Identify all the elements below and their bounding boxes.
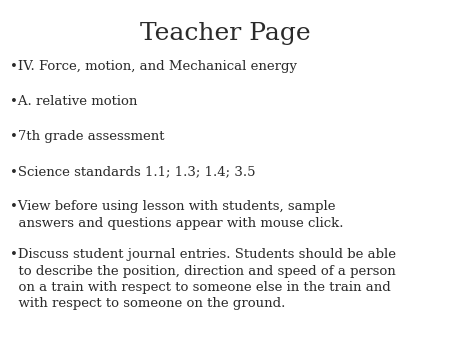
Text: •Discuss student journal entries. Students should be able
  to describe the posi: •Discuss student journal entries. Studen… xyxy=(10,248,396,311)
Text: •7th grade assessment: •7th grade assessment xyxy=(10,130,165,143)
Text: •A. relative motion: •A. relative motion xyxy=(10,95,137,108)
Text: •IV. Force, motion, and Mechanical energy: •IV. Force, motion, and Mechanical energ… xyxy=(10,60,297,73)
Text: •View before using lesson with students, sample
  answers and questions appear w: •View before using lesson with students,… xyxy=(10,200,343,230)
Text: •Science standards 1.1; 1.3; 1.4; 3.5: •Science standards 1.1; 1.3; 1.4; 3.5 xyxy=(10,165,256,178)
Text: Teacher Page: Teacher Page xyxy=(140,22,310,45)
